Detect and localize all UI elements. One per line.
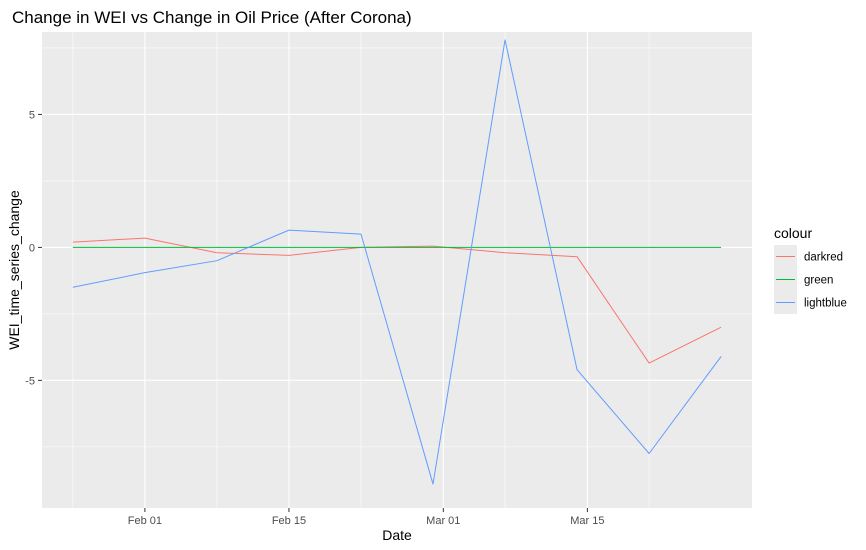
legend-label-darkred: darkred: [804, 252, 843, 264]
x-tick-label: Mar 01: [426, 515, 460, 527]
series-line-lightblue: [72, 39, 722, 485]
y-axis-title: WEI_time_series_change: [6, 190, 22, 350]
x-axis-title: Date: [382, 527, 412, 543]
x-tick-label: Feb 15: [272, 515, 306, 527]
chart-title: Change in WEI vs Change in Oil Price (Af…: [12, 8, 412, 27]
y-tick-label: -5: [25, 375, 35, 387]
y-tick-label: 5: [29, 109, 35, 121]
legend-label-green: green: [804, 275, 833, 287]
legend-label-lightblue: lightblue: [804, 298, 847, 310]
legend-title: colour: [774, 225, 812, 241]
x-tick-label: Mar 15: [570, 515, 604, 527]
series-line-darkred: [72, 237, 722, 364]
y-tick-label: 0: [29, 242, 35, 254]
x-tick-label: Feb 01: [128, 515, 162, 527]
plot-panel: [42, 32, 752, 508]
legend: colour darkred green lightblue: [774, 225, 847, 314]
